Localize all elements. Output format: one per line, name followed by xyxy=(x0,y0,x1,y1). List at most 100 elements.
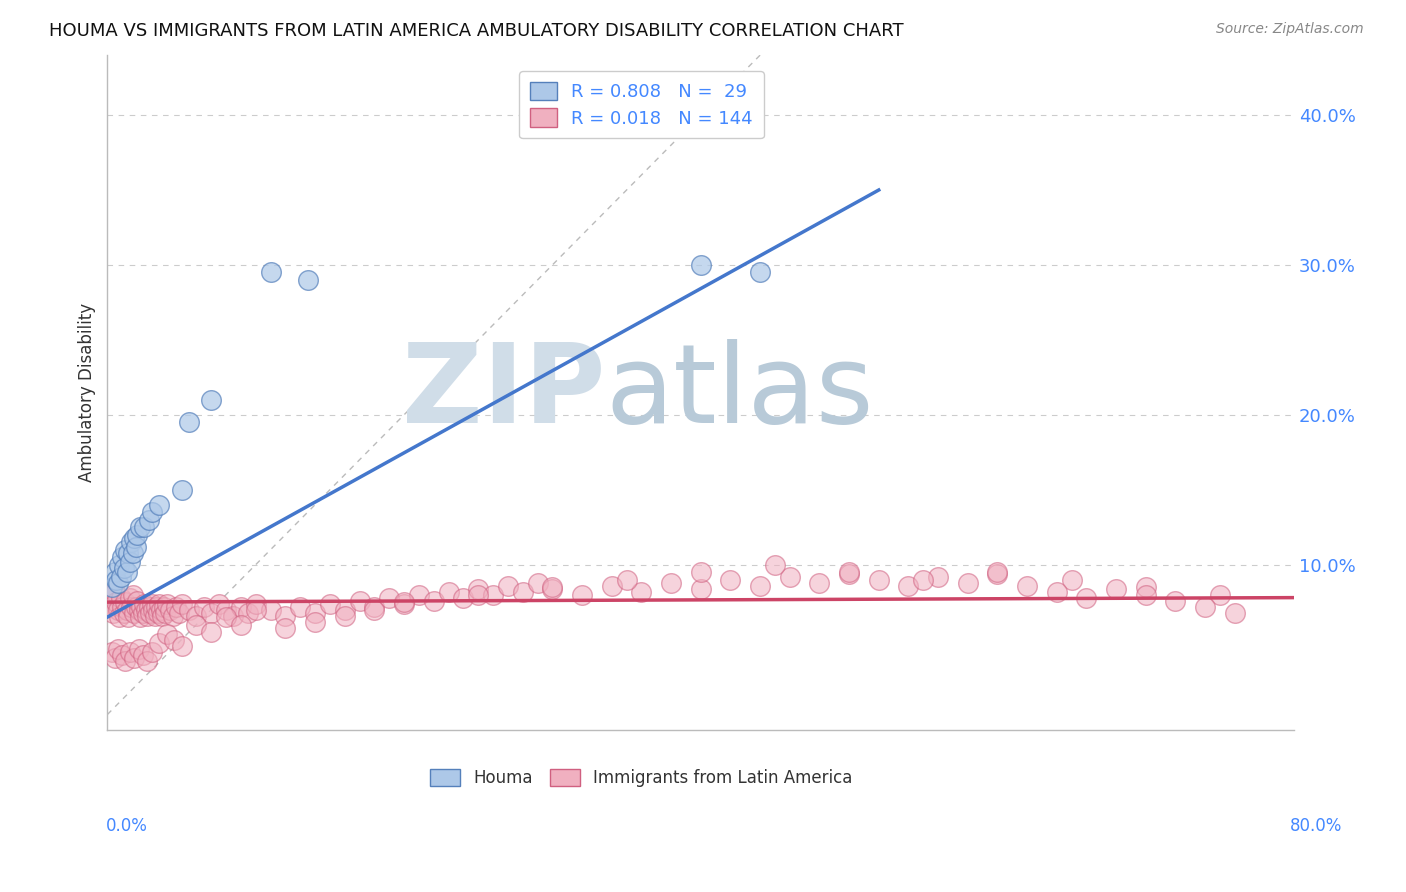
Point xyxy=(124,540,146,554)
Point xyxy=(986,566,1008,581)
Point xyxy=(148,635,170,649)
Point xyxy=(167,606,190,620)
Point xyxy=(170,639,193,653)
Point xyxy=(141,597,163,611)
Point xyxy=(956,575,979,590)
Point xyxy=(186,617,208,632)
Point xyxy=(177,602,200,616)
Point xyxy=(110,591,132,605)
Point xyxy=(111,648,134,662)
Point xyxy=(143,608,166,623)
Point xyxy=(193,599,215,614)
Point xyxy=(245,597,267,611)
Point xyxy=(200,625,222,640)
Point xyxy=(200,606,222,620)
Point xyxy=(304,615,326,629)
Point xyxy=(122,531,145,545)
Point xyxy=(422,593,444,607)
Point xyxy=(97,591,120,605)
Point xyxy=(571,588,593,602)
Point xyxy=(222,608,245,623)
Point xyxy=(132,606,155,620)
Point xyxy=(132,648,155,662)
Point xyxy=(689,258,711,272)
Point xyxy=(104,584,127,599)
Point xyxy=(333,608,356,623)
Point xyxy=(245,602,267,616)
Point xyxy=(135,602,157,616)
Text: atlas: atlas xyxy=(606,339,875,446)
Point xyxy=(101,588,124,602)
Point xyxy=(838,566,860,581)
Point xyxy=(110,569,132,583)
Point xyxy=(146,606,169,620)
Point xyxy=(163,632,186,647)
Point xyxy=(1060,573,1083,587)
Point xyxy=(170,483,193,497)
Point xyxy=(104,650,127,665)
Point xyxy=(868,573,890,587)
Point xyxy=(1017,579,1039,593)
Point xyxy=(1105,582,1128,596)
Point xyxy=(117,610,139,624)
Point xyxy=(526,575,548,590)
Point xyxy=(156,597,179,611)
Point xyxy=(136,654,159,668)
Point xyxy=(111,550,134,565)
Point xyxy=(215,602,238,616)
Point xyxy=(156,626,179,640)
Point xyxy=(129,610,152,624)
Point xyxy=(121,588,143,602)
Point xyxy=(138,599,160,614)
Point xyxy=(808,575,831,590)
Point xyxy=(437,584,460,599)
Point xyxy=(363,602,385,616)
Point xyxy=(165,599,187,614)
Point xyxy=(149,602,172,616)
Point xyxy=(129,520,152,534)
Point xyxy=(304,606,326,620)
Point xyxy=(467,582,489,596)
Point xyxy=(145,599,167,614)
Point xyxy=(274,608,297,623)
Point xyxy=(107,602,129,616)
Point xyxy=(107,641,129,656)
Point xyxy=(1046,584,1069,599)
Point xyxy=(927,569,949,583)
Point xyxy=(108,558,131,572)
Text: ZIP: ZIP xyxy=(402,339,606,446)
Point xyxy=(259,265,281,279)
Point xyxy=(121,546,143,560)
Point xyxy=(274,621,297,635)
Point xyxy=(111,599,134,614)
Point xyxy=(1223,606,1246,620)
Point xyxy=(125,527,148,541)
Text: HOUMA VS IMMIGRANTS FROM LATIN AMERICA AMBULATORY DISABILITY CORRELATION CHART: HOUMA VS IMMIGRANTS FROM LATIN AMERICA A… xyxy=(49,22,904,40)
Point xyxy=(238,606,260,620)
Point xyxy=(1076,591,1098,605)
Point xyxy=(1194,599,1216,614)
Point xyxy=(107,575,129,590)
Point xyxy=(142,602,165,616)
Point xyxy=(297,273,319,287)
Point xyxy=(186,608,208,623)
Point xyxy=(718,573,741,587)
Point xyxy=(120,599,142,614)
Point xyxy=(912,573,935,587)
Point xyxy=(763,558,786,572)
Point xyxy=(131,599,153,614)
Y-axis label: Ambulatory Disability: Ambulatory Disability xyxy=(79,302,96,482)
Point xyxy=(117,546,139,560)
Point xyxy=(1209,588,1232,602)
Point xyxy=(139,606,162,620)
Point xyxy=(128,641,150,656)
Point xyxy=(208,597,231,611)
Point xyxy=(229,599,252,614)
Point xyxy=(112,606,135,620)
Point xyxy=(177,415,200,429)
Point xyxy=(122,650,145,665)
Point xyxy=(98,599,121,614)
Point xyxy=(378,591,401,605)
Point xyxy=(141,644,163,658)
Point xyxy=(136,608,159,623)
